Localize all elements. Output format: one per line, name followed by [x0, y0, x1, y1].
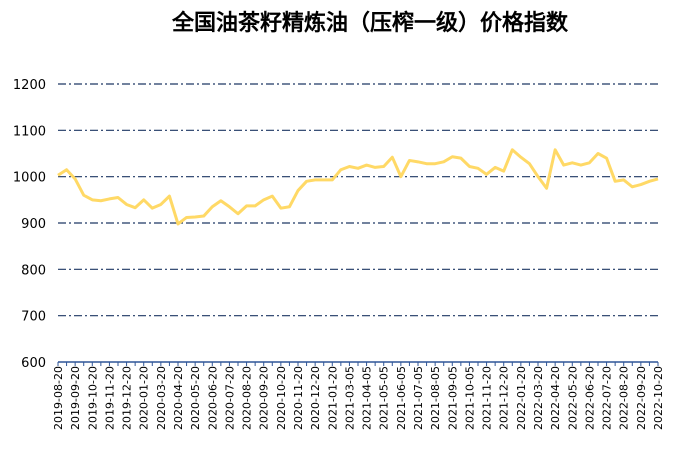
x-tick-label: 2020-05-20: [189, 366, 202, 430]
x-tick-label: 2021-04-05: [361, 366, 374, 430]
x-tick-label: 2022-04-20: [549, 366, 562, 430]
x-tick-label: 2021-12-20: [498, 366, 511, 430]
x-tick-label: 2021-01-20: [326, 366, 339, 430]
x-tick-label: 2022-06-20: [583, 366, 596, 430]
x-tick-label: 2019-10-20: [86, 366, 99, 430]
x-tick-label: 2021-08-05: [429, 366, 442, 430]
x-tick-label: 2021-10-05: [463, 366, 476, 430]
chart-title: 全国油茶籽精炼油（压榨一级）价格指数: [171, 10, 569, 36]
y-tick-label: 600: [21, 356, 46, 371]
x-tick-label: 2019-12-20: [121, 366, 134, 430]
y-tick-label: 800: [21, 263, 46, 278]
x-tick-label: 2020-10-20: [275, 366, 288, 430]
x-tick-label: 2020-09-20: [258, 366, 271, 430]
x-tick-label: 2020-03-20: [155, 366, 168, 430]
x-tick-label: 2021-05-05: [378, 366, 391, 430]
x-tick-label: 2022-09-20: [635, 366, 648, 430]
x-tick-label: 2022-10-20: [652, 366, 665, 430]
x-tick-label: 2021-11-20: [481, 366, 494, 430]
x-tick-label: 2019-08-20: [52, 366, 65, 430]
x-tick-label: 2022-03-20: [532, 366, 545, 430]
y-tick-label: 1100: [13, 124, 46, 139]
x-tick-label: 2019-09-20: [69, 366, 82, 430]
x-tick-label: 2020-11-20: [292, 366, 305, 430]
x-tick-label: 2022-07-20: [601, 366, 614, 430]
x-tick-label: 2021-06-05: [395, 366, 408, 430]
x-tick-label: 2021-09-05: [446, 366, 459, 430]
data-line: [57, 148, 659, 226]
x-tick-label: 2020-01-20: [138, 366, 151, 430]
x-tick-label: 2020-07-20: [223, 366, 236, 430]
x-tick-label: 2019-11-20: [103, 366, 116, 430]
x-tick-label: 2020-04-20: [172, 366, 185, 430]
x-tick-label: 2022-08-20: [618, 366, 631, 430]
y-tick-label: 1000: [13, 171, 46, 186]
x-tick-label: 2022-01-20: [515, 366, 528, 430]
x-tick-label: 2022-05-20: [566, 366, 579, 430]
x-tick-label: 2020-06-20: [206, 366, 219, 430]
y-tick-label: 900: [21, 217, 46, 232]
y-tick-label: 700: [21, 310, 46, 325]
x-tick-label: 2020-12-20: [309, 366, 322, 430]
y-tick-label: 1200: [13, 78, 46, 93]
x-tick-label: 2020-08-20: [241, 366, 254, 430]
x-tick-label: 2021-03-05: [343, 366, 356, 430]
x-tick-label: 2021-07-05: [412, 366, 425, 430]
